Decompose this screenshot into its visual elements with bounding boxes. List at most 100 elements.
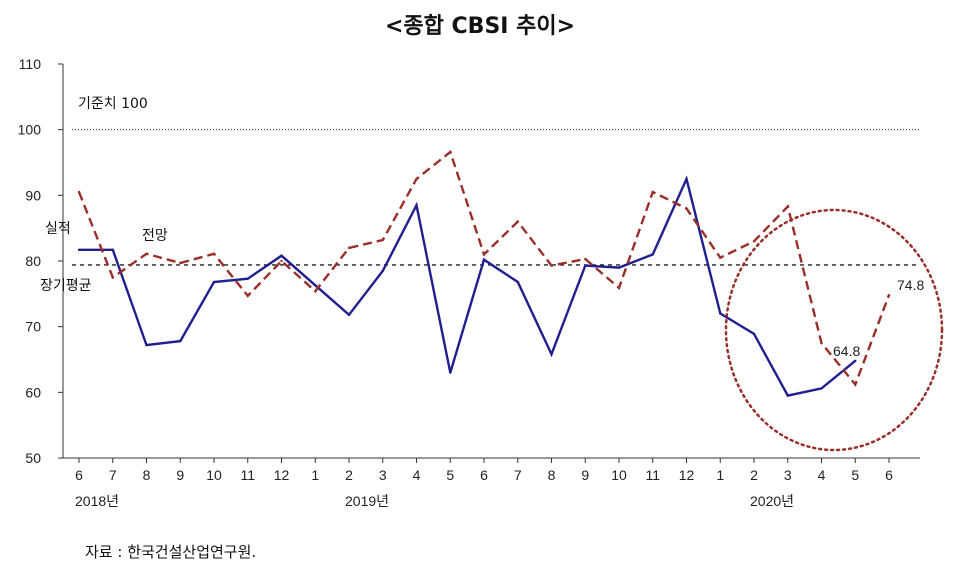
data-point — [584, 257, 587, 261]
data-point — [550, 353, 553, 356]
data-point — [347, 313, 351, 317]
x-tick-label: 12 — [274, 467, 290, 483]
data-point — [482, 253, 486, 256]
series-actual-line — [79, 175, 857, 397]
data-point — [584, 264, 587, 267]
x-tick-label: 6 — [885, 467, 893, 483]
data-point — [314, 284, 317, 287]
data-point — [415, 203, 418, 207]
x-tick-label: 8 — [548, 467, 556, 483]
data-point — [280, 254, 283, 257]
chart-title: <종합 CBSI 추이> — [384, 14, 576, 39]
data-point — [145, 343, 148, 347]
data-point — [617, 266, 621, 269]
x-tick-label: 6 — [480, 467, 488, 483]
y-tick-label: 80 — [25, 253, 41, 269]
x-tick-label: 7 — [514, 467, 522, 483]
data-point — [651, 190, 654, 194]
data-point — [617, 286, 621, 290]
y-tick-label: 60 — [25, 384, 41, 400]
data-point — [246, 294, 249, 298]
data-point — [820, 341, 823, 345]
data-point — [179, 261, 182, 265]
data-point — [212, 280, 216, 284]
data-point — [111, 248, 114, 252]
y-tick-label: 90 — [25, 187, 41, 203]
data-point — [111, 276, 114, 279]
x-tick-label: 5 — [851, 467, 859, 483]
data-point — [280, 259, 283, 263]
x-tick-label: 11 — [645, 467, 660, 483]
x-tick-label: 6 — [75, 467, 83, 483]
data-point — [381, 238, 384, 242]
x-tick-label: 1 — [716, 467, 724, 483]
y-tick-label: 100 — [18, 122, 42, 138]
data-point — [854, 359, 857, 363]
data-point — [145, 252, 148, 255]
x-tick-label: 5 — [446, 467, 454, 483]
y-tick-label: 70 — [25, 319, 41, 335]
source-note: 자료 : 한국건설산업연구원. — [85, 543, 257, 561]
x-tick-label: 10 — [611, 467, 627, 483]
x-tick-label: 4 — [818, 467, 826, 483]
x-tick-label: 9 — [581, 467, 589, 483]
x-tick-label: 4 — [413, 467, 421, 483]
data-point — [752, 240, 756, 243]
series-layer — [77, 149, 891, 397]
annotation-64-8: 64.8 — [833, 343, 860, 359]
year-label: 2019년 — [345, 493, 389, 509]
annotation-74-8: 74.8 — [897, 277, 924, 293]
x-tick-label: 1 — [311, 467, 319, 483]
data-point — [212, 252, 216, 255]
data-point — [550, 264, 553, 267]
x-tick-label: 10 — [206, 467, 222, 483]
data-point — [516, 220, 519, 223]
series-forecast-line — [77, 149, 891, 387]
data-point — [685, 177, 688, 181]
y-tick-label: 50 — [25, 450, 41, 466]
forecast-series-label: 전망 — [142, 228, 168, 244]
data-point — [820, 387, 823, 390]
data-point — [516, 280, 519, 284]
data-point — [752, 332, 756, 336]
x-tick-label: 8 — [143, 467, 151, 483]
data-point — [854, 383, 857, 386]
data-point — [179, 339, 182, 343]
data-point — [887, 293, 891, 297]
highlight-circle — [724, 208, 944, 452]
actual-series-label: 실적 — [45, 221, 71, 237]
data-point — [449, 150, 452, 154]
x-tick-label: 3 — [784, 467, 792, 483]
x-tick-label: 11 — [240, 467, 255, 483]
data-point — [415, 177, 418, 181]
baseline-100-label: 기준치 100 — [78, 96, 148, 112]
data-point — [685, 207, 688, 210]
x-tick-label: 2 — [750, 467, 758, 483]
data-point — [381, 269, 384, 273]
data-point — [314, 290, 317, 293]
year-label: 2020년 — [750, 493, 794, 509]
year-label: 2018년 — [75, 493, 119, 509]
x-tick-label: 7 — [109, 467, 117, 483]
data-point — [651, 253, 654, 256]
data-point — [77, 248, 81, 252]
data-point — [482, 258, 486, 261]
reference-lines — [72, 129, 920, 266]
data-point — [77, 190, 81, 194]
y-tick-label: 110 — [19, 56, 42, 72]
data-point — [246, 277, 249, 280]
x-tick-label: 3 — [379, 467, 387, 483]
data-point — [449, 371, 452, 374]
data-point — [786, 394, 789, 397]
data-point — [719, 312, 722, 315]
data-point — [719, 256, 722, 259]
x-tick-label: 12 — [679, 467, 695, 483]
x-tick-label: 9 — [176, 467, 184, 483]
data-point — [786, 205, 789, 208]
long-term-average-label: 장기평균 — [40, 278, 92, 294]
data-point — [347, 246, 351, 250]
x-tick-label: 2 — [345, 467, 353, 483]
chart-labels: 기준치 100 장기평균 실적 전망 74.8 64.8 — [40, 96, 924, 359]
